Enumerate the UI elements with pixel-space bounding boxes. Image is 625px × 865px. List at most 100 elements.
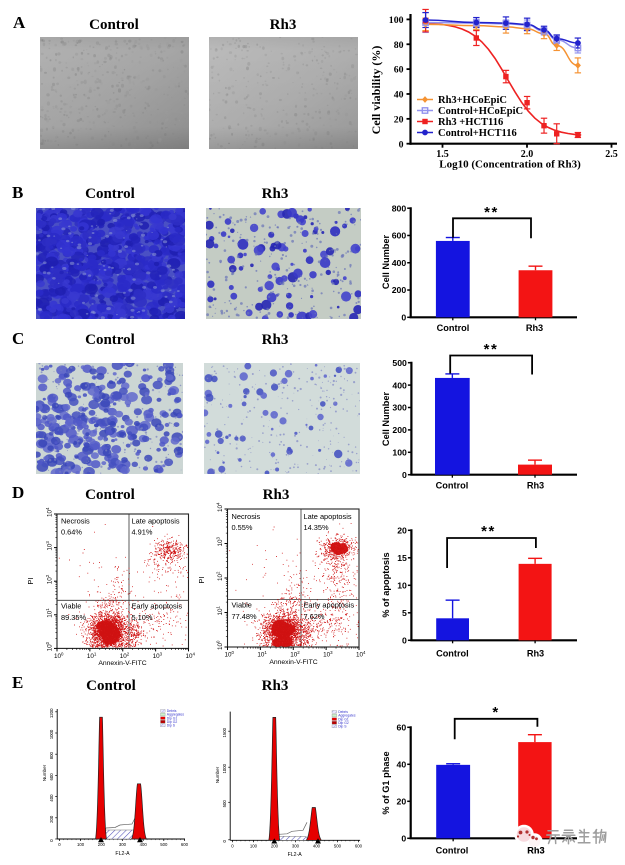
svg-text:1500: 1500 [222,727,227,737]
svg-text:1.5: 1.5 [436,149,449,160]
svg-text:Aggregates: Aggregates [338,714,356,718]
svg-text:7.62%: 7.62% [304,612,325,621]
svg-text:101: 101 [87,651,97,660]
svg-text:4.91%: 4.91% [132,528,153,537]
svg-text:Dip G2: Dip G2 [167,720,178,724]
svg-text:Cell Number: Cell Number [381,235,391,290]
svg-text:600: 600 [181,842,189,847]
svg-text:101: 101 [257,650,267,659]
svg-text:101: 101 [216,605,225,615]
svg-text:104: 104 [186,651,196,660]
svg-text:0: 0 [402,636,407,646]
svg-text:100: 100 [392,448,407,458]
svg-text:15: 15 [397,553,407,563]
svg-text:Rh3: Rh3 [527,649,544,659]
svg-text:Rh3: Rh3 [527,846,544,856]
svg-text:2.5: 2.5 [605,149,618,160]
svg-text:60: 60 [397,723,407,733]
svg-text:% of apoptosis: % of apoptosis [381,552,391,617]
svg-text:10: 10 [397,581,407,591]
svg-text:100: 100 [77,842,85,847]
svg-text:1000: 1000 [49,729,54,739]
svg-text:Rh3: Rh3 [527,481,544,491]
svg-text:Control+HCoEpiC: Control+HCoEpiC [438,106,523,117]
svg-text:Late apoptosis: Late apoptosis [304,512,352,521]
svg-text:600: 600 [355,843,363,848]
svg-text:0: 0 [231,843,234,848]
svg-text:PI: PI [197,576,206,583]
svg-text:Necrosis: Necrosis [232,512,261,521]
svg-text:Dip S: Dip S [338,725,347,729]
svg-text:Rh3: Rh3 [262,186,289,202]
svg-text:2.0: 2.0 [521,149,534,160]
svg-text:Rh3 +HCT116: Rh3 +HCT116 [438,117,503,128]
svg-text:0: 0 [401,313,406,323]
svg-text:FL2-A: FL2-A [288,852,303,858]
svg-text:Rh3: Rh3 [263,487,290,503]
svg-text:Annexin-V-FITC: Annexin-V-FITC [269,659,317,666]
svg-text:40: 40 [397,760,407,770]
svg-text:Debris: Debris [338,710,348,714]
svg-text:Control: Control [86,678,136,694]
svg-text:1200: 1200 [49,708,54,718]
svg-text:Rh3: Rh3 [262,332,289,348]
svg-text:80: 80 [394,40,404,51]
svg-text:Number: Number [215,766,220,783]
svg-text:1000: 1000 [222,763,227,773]
svg-text:Control+HCT116: Control+HCT116 [438,128,517,139]
svg-text:Rh3: Rh3 [262,678,289,694]
svg-text:400: 400 [140,842,148,847]
svg-text:0: 0 [58,842,61,847]
svg-text:Number: Number [42,764,47,781]
svg-text:104: 104 [45,507,54,517]
svg-text:20: 20 [397,797,407,807]
svg-text:Dip G1: Dip G1 [338,717,349,721]
svg-text:800: 800 [392,203,407,213]
svg-text:0: 0 [401,834,406,844]
svg-text:*: * [492,704,499,721]
svg-text:**: ** [484,204,499,221]
svg-text:Annexin-V-FITC: Annexin-V-FITC [98,660,146,667]
svg-text:**: ** [484,341,499,358]
svg-text:0: 0 [49,839,54,842]
svg-text:20: 20 [394,114,404,125]
svg-text:Control: Control [89,17,139,33]
svg-text:600: 600 [392,231,407,241]
svg-text:200: 200 [392,285,407,295]
svg-text:Dip G2: Dip G2 [338,721,349,725]
svg-text:Control: Control [436,649,469,659]
svg-text:0: 0 [399,139,404,150]
svg-text:200: 200 [98,842,106,847]
svg-text:500: 500 [334,843,342,848]
svg-text:Dip G1: Dip G1 [167,716,178,720]
svg-text:20: 20 [397,526,407,536]
svg-text:400: 400 [392,380,407,390]
svg-text:100: 100 [45,641,54,651]
svg-text:200: 200 [271,843,279,848]
svg-text:100: 100 [216,640,225,650]
svg-text:Control: Control [85,487,135,503]
svg-text:% of G1 phase: % of G1 phase [381,751,391,814]
svg-text:5: 5 [402,608,407,618]
svg-text:104: 104 [216,502,225,512]
svg-text:800: 800 [49,752,54,760]
svg-text:102: 102 [290,650,300,659]
svg-text:Cell Number: Cell Number [381,392,391,447]
svg-text:Early apoptosis: Early apoptosis [132,602,183,611]
svg-text:100: 100 [250,843,258,848]
svg-text:Control: Control [85,186,135,202]
svg-text:103: 103 [45,541,54,551]
svg-text:400: 400 [313,843,321,848]
svg-text:102: 102 [216,571,225,581]
svg-text:400: 400 [392,258,407,268]
svg-text:Rh3+HCoEpiC: Rh3+HCoEpiC [438,95,507,106]
svg-text:103: 103 [323,650,333,659]
svg-text:E: E [12,673,23,692]
svg-text:Late apoptosis: Late apoptosis [132,517,180,526]
svg-text:0.55%: 0.55% [232,523,253,532]
svg-text:102: 102 [45,574,54,584]
svg-text:600: 600 [49,773,54,781]
svg-text:Debris: Debris [167,709,177,713]
svg-text:103: 103 [153,651,163,660]
svg-text:Cell viability (%): Cell viability (%) [369,46,383,135]
